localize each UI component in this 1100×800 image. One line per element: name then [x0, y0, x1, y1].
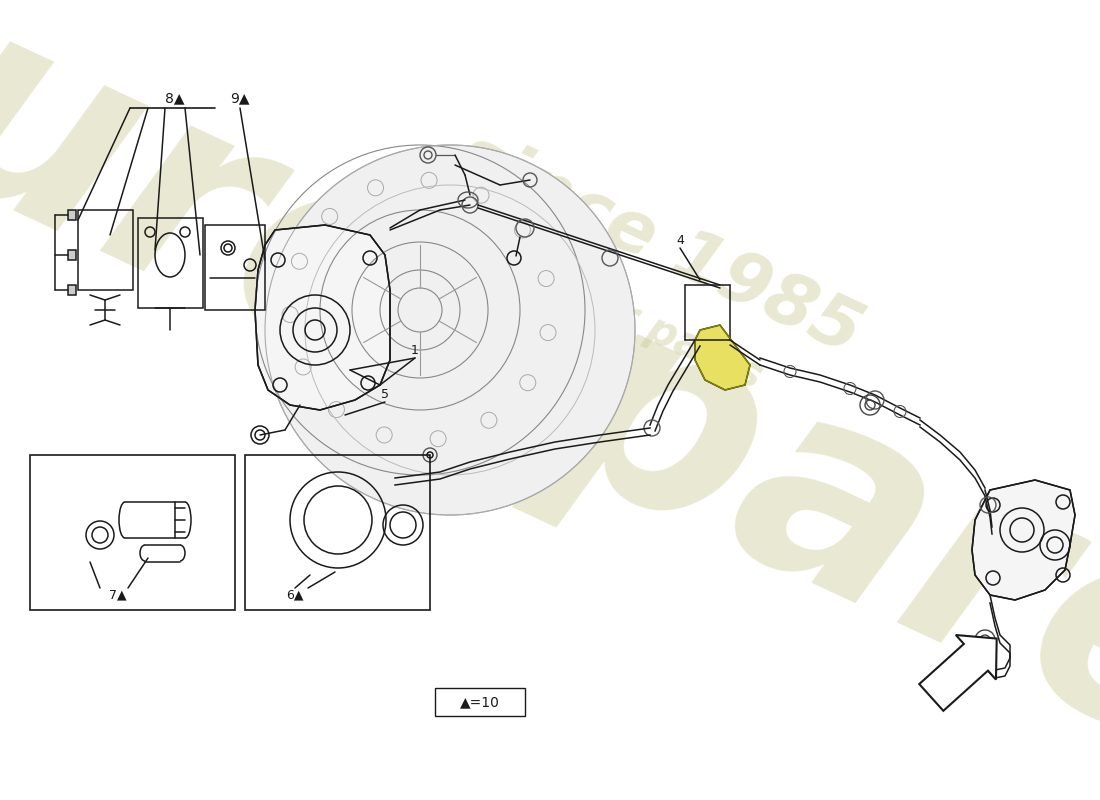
Polygon shape — [255, 225, 390, 410]
Bar — [30, 455, 235, 610]
Text: 6▲: 6▲ — [286, 589, 304, 602]
Bar — [68, 250, 76, 260]
Bar — [68, 285, 76, 295]
Text: 7▲: 7▲ — [109, 589, 126, 602]
Text: 9▲: 9▲ — [230, 91, 250, 105]
Polygon shape — [695, 325, 750, 390]
Text: since 1985: since 1985 — [448, 122, 872, 369]
Circle shape — [265, 145, 635, 515]
Bar — [205, 225, 265, 310]
Text: a passion for parts: a passion for parts — [351, 173, 769, 398]
Bar — [138, 218, 204, 308]
Text: ▲=10: ▲=10 — [460, 695, 499, 709]
Text: 8▲: 8▲ — [165, 91, 185, 105]
Polygon shape — [920, 635, 997, 711]
Text: 1: 1 — [411, 343, 419, 357]
Bar — [434, 688, 525, 716]
Bar — [68, 210, 76, 220]
Bar — [78, 210, 133, 290]
Text: 4: 4 — [676, 234, 684, 246]
Polygon shape — [972, 480, 1075, 600]
Bar — [245, 455, 430, 610]
Text: 5: 5 — [381, 389, 389, 402]
